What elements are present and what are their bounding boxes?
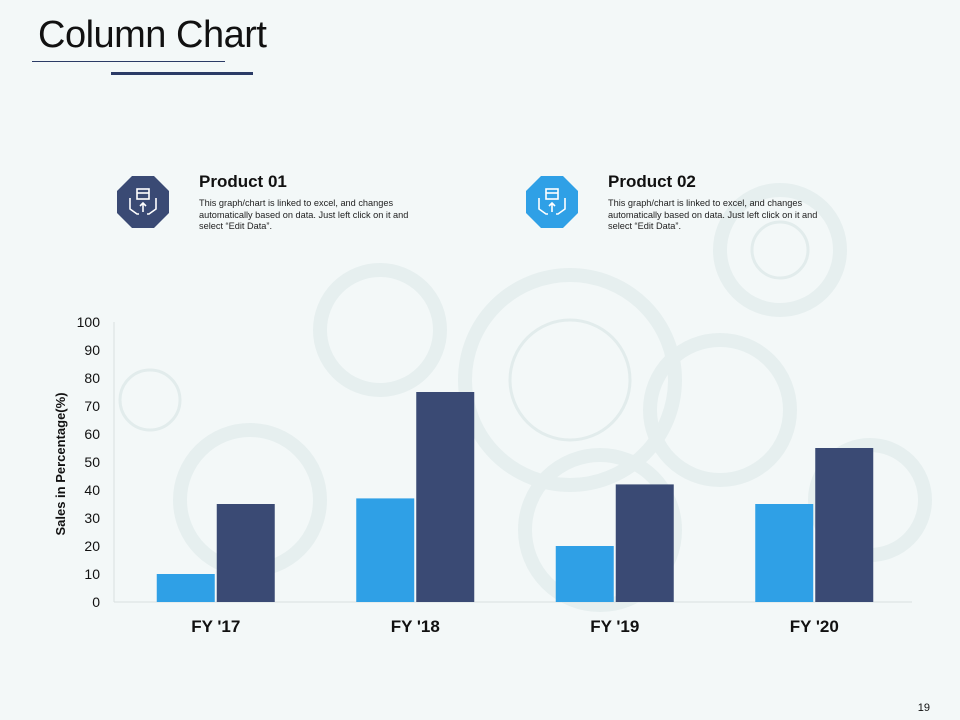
hands-box-icon — [117, 176, 169, 228]
y-tick-label: 10 — [84, 566, 100, 582]
title-underline-thick — [111, 72, 253, 75]
legend-heading: Product 01 — [199, 172, 287, 191]
bar-product-01 — [815, 448, 874, 602]
bar-product-01 — [615, 484, 674, 602]
y-tick-label: 20 — [84, 538, 100, 554]
y-tick-label: 90 — [84, 342, 100, 358]
y-tick-label: 30 — [84, 510, 100, 526]
slide-title: Column Chart — [38, 14, 267, 56]
y-tick-label: 40 — [84, 482, 100, 498]
legend-description: This graph/chart is linked to excel, and… — [608, 198, 818, 231]
hands-box-icon — [526, 176, 578, 228]
bar-product-02 — [755, 504, 814, 602]
y-tick-label: 0 — [92, 594, 100, 610]
x-tick-label: FY '17 — [191, 617, 240, 636]
y-tick-label: 70 — [84, 398, 100, 414]
page-number: 19 — [917, 702, 930, 714]
bar-product-02 — [156, 574, 215, 602]
y-tick-label: 100 — [77, 314, 101, 330]
y-tick-label: 60 — [84, 426, 100, 442]
bar-product-02 — [356, 498, 415, 602]
legend-description: This graph/chart is linked to excel, and… — [199, 198, 409, 231]
legend-item-product-02: Product 02 This graph/chart is linked to… — [526, 172, 838, 233]
x-tick-label: FY '19 — [590, 617, 639, 636]
bar-product-02 — [555, 546, 614, 602]
y-axis-title: Sales in Percentage(%) — [53, 392, 68, 535]
bar-product-01 — [216, 504, 275, 602]
legend-heading: Product 02 — [608, 172, 696, 191]
y-tick-label: 80 — [84, 370, 100, 386]
legend-item-product-01: Product 01 This graph/chart is linked to… — [117, 172, 429, 233]
x-tick-label: FY '20 — [790, 617, 839, 636]
x-tick-label: FY '18 — [391, 617, 440, 636]
title-underline-thin — [32, 61, 225, 62]
y-tick-label: 50 — [84, 454, 100, 470]
bar-product-01 — [416, 392, 475, 602]
